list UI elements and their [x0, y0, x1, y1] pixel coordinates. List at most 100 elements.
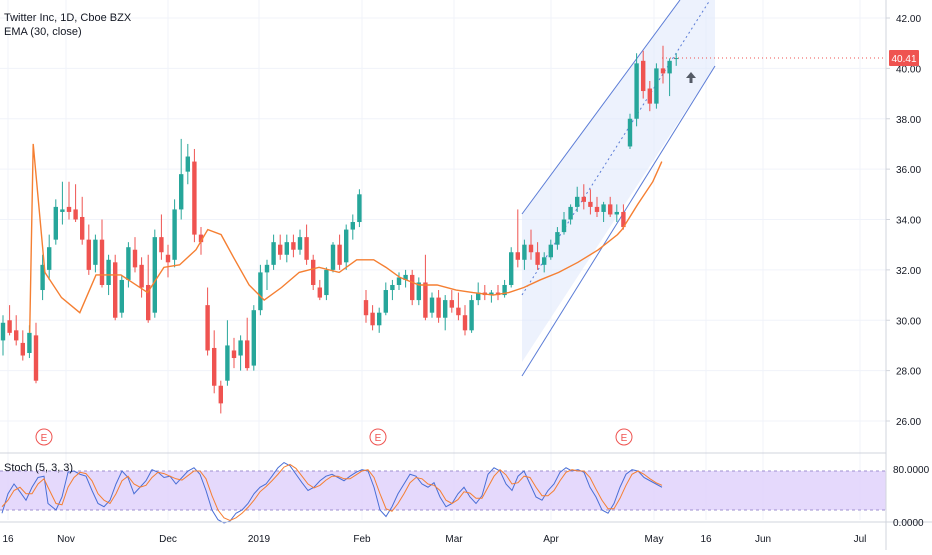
candle [324, 267, 329, 301]
candle [561, 211, 567, 235]
candle-body [304, 237, 309, 260]
candle-body [198, 234, 204, 243]
candle [238, 335, 243, 371]
candle-body [423, 282, 428, 318]
y-tick-label: 40.00 [896, 64, 921, 75]
candle-body [66, 206, 72, 212]
candle-body [509, 252, 514, 285]
candle [370, 305, 375, 331]
last-price-badge: 40.41 [662, 50, 919, 67]
candle [258, 264, 263, 316]
candle-body [429, 297, 435, 313]
candle [403, 269, 408, 288]
stoch-k-line [1, 461, 663, 524]
candle [159, 214, 164, 260]
stoch-legend[interactable]: Stoch (5, 3, 3) [4, 462, 74, 474]
earnings-marker: E [35, 428, 53, 446]
candle-body [542, 257, 547, 265]
candle-body [627, 118, 633, 147]
candle-body [674, 58, 679, 60]
candle [231, 337, 237, 369]
arrow-shape [686, 72, 696, 83]
candle-body [489, 292, 494, 296]
candle [86, 224, 91, 275]
candle [165, 244, 171, 278]
x-tick-label: Jun [755, 534, 771, 545]
candle [0, 315, 6, 356]
x-tick-label: Dec [159, 534, 177, 545]
candle-body [548, 244, 553, 258]
candle-body [654, 68, 659, 104]
candle [291, 234, 296, 258]
candle-body [363, 300, 369, 316]
symbol-legend[interactable]: Twitter Inc, 1D, Cboe BZX [4, 12, 132, 24]
candle-body [53, 206, 58, 240]
candle [416, 277, 421, 306]
candle [139, 257, 144, 298]
candlestick-series [0, 45, 679, 414]
x-tick-label: Jul [854, 534, 867, 545]
candle-body [575, 196, 580, 207]
stochastic-pane[interactable] [0, 452, 886, 524]
candle-body [350, 222, 355, 230]
candle-body [383, 290, 388, 313]
candle [185, 143, 190, 185]
candle [297, 229, 303, 255]
candle-body [291, 242, 296, 250]
candle-body [27, 332, 32, 353]
candle [509, 247, 514, 288]
candle-body [93, 239, 98, 265]
candle [60, 181, 65, 225]
indicator-legend[interactable]: EMA (30, close) [4, 26, 82, 38]
channel-upper-line [521, 0, 681, 215]
candle-body [212, 347, 217, 386]
stoch-tick-label: 0.0000 [893, 518, 924, 529]
candle [337, 234, 342, 270]
candle [528, 229, 534, 260]
candle [627, 113, 633, 149]
candle-body [390, 284, 395, 291]
candle-body [245, 340, 250, 369]
candle-body [73, 209, 78, 220]
candle [146, 254, 151, 323]
candle [396, 272, 402, 291]
y-tick-label: 38.00 [896, 115, 921, 126]
candle [436, 290, 441, 323]
badge-label: 40.41 [891, 54, 916, 65]
y-tick-label: 34.00 [896, 216, 921, 227]
candle-body [185, 156, 190, 172]
candle [390, 279, 395, 301]
candle-body [647, 88, 652, 104]
candle [654, 63, 659, 109]
candle [132, 237, 138, 273]
candle [113, 254, 118, 321]
candle-body [403, 274, 408, 280]
ema-polyline [29, 143, 663, 333]
candle-body [443, 300, 448, 318]
candle [660, 45, 666, 84]
candle-body [357, 194, 362, 223]
candle-body [80, 216, 85, 240]
candle [73, 184, 78, 223]
up-arrow-icon[interactable] [686, 72, 696, 83]
parallel-channel[interactable] [521, 0, 716, 377]
candle-body [20, 342, 25, 356]
candle [80, 196, 85, 245]
candle-body [410, 274, 415, 301]
grid-lines [0, 0, 886, 520]
candle-body [535, 252, 540, 265]
candle-body [608, 204, 613, 215]
candle [317, 279, 322, 301]
earnings-marker-circle [615, 428, 633, 446]
candle-body [132, 249, 138, 268]
candle-body [588, 201, 593, 207]
earnings-marker: E [369, 428, 387, 446]
candle [40, 254, 45, 301]
candle [20, 330, 25, 361]
candle-body [60, 209, 65, 212]
candle-body [33, 335, 39, 381]
candle-body [515, 252, 520, 260]
